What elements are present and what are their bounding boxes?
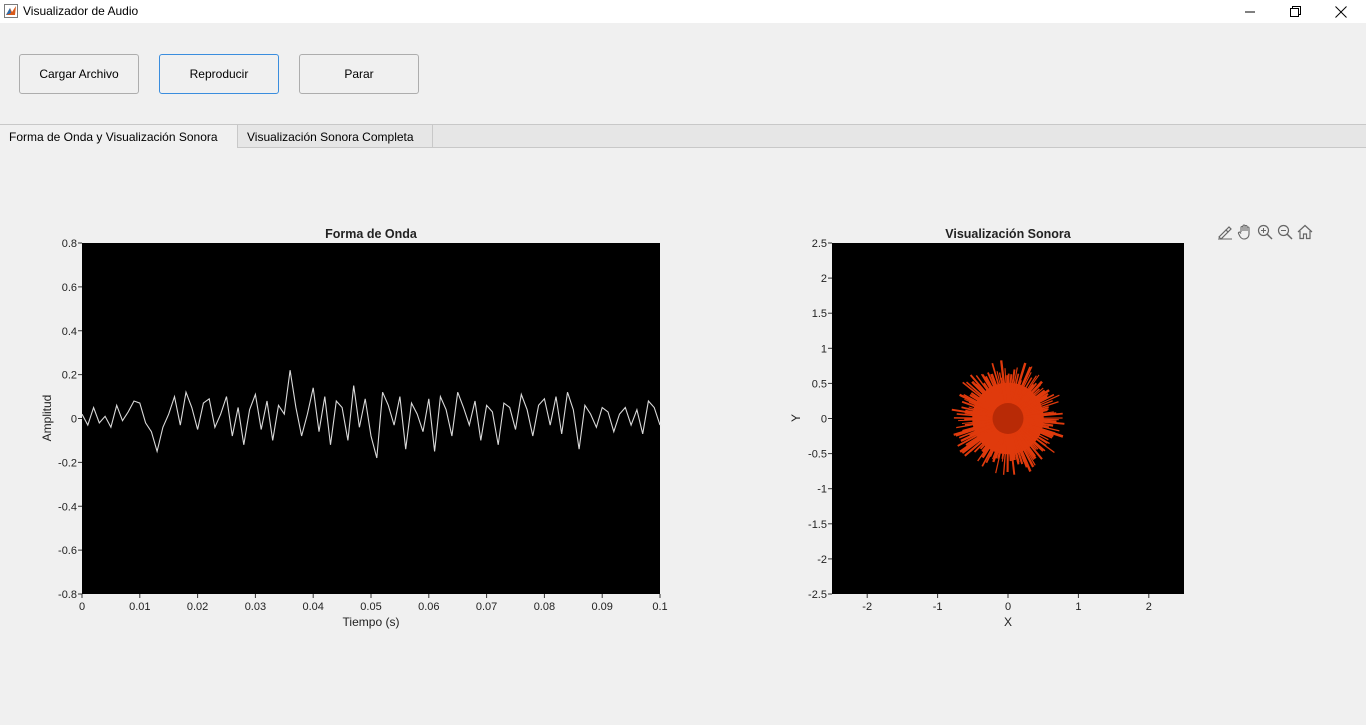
zoom-out-icon[interactable] — [1276, 223, 1294, 241]
zoom-in-icon[interactable] — [1256, 223, 1274, 241]
stop-button[interactable]: Parar — [299, 54, 419, 94]
home-icon[interactable] — [1296, 223, 1314, 241]
tab-bar: Forma de Onda y Visualización Sonora Vis… — [0, 124, 1366, 149]
axes-toolbar — [1216, 223, 1314, 241]
brush-icon[interactable] — [1216, 223, 1234, 241]
minimize-icon — [1245, 7, 1255, 17]
restore-button[interactable] — [1272, 0, 1318, 23]
play-button[interactable]: Reproducir — [159, 54, 279, 94]
tab-waveform-visualization[interactable]: Forma de Onda y Visualización Sonora — [0, 125, 238, 149]
load-file-button[interactable]: Cargar Archivo — [19, 54, 139, 94]
tab-full-visualization[interactable]: Visualización Sonora Completa — [238, 125, 433, 149]
close-icon — [1335, 5, 1347, 18]
tab-panel — [0, 148, 1366, 725]
matlab-icon — [4, 4, 18, 18]
restore-icon — [1289, 6, 1301, 17]
minimize-button[interactable] — [1227, 0, 1273, 23]
window-title: Visualizador de Audio — [23, 4, 139, 18]
close-button[interactable] — [1318, 0, 1364, 23]
pan-icon[interactable] — [1236, 223, 1254, 241]
window-titlebar: Visualizador de Audio — [0, 0, 1366, 23]
